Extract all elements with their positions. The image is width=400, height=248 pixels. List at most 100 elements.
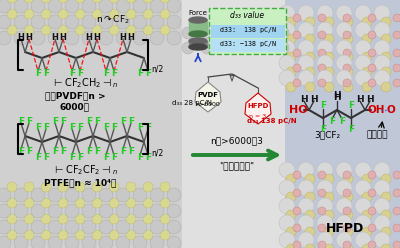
Circle shape [31, 236, 45, 248]
Circle shape [317, 22, 333, 38]
Text: F: F [120, 117, 126, 125]
Text: HO: HO [289, 105, 307, 115]
Circle shape [343, 224, 351, 232]
Circle shape [75, 198, 85, 208]
Circle shape [343, 227, 353, 237]
Text: F: F [348, 125, 354, 134]
Text: F: F [145, 68, 151, 77]
Circle shape [150, 31, 164, 45]
Polygon shape [195, 82, 221, 112]
Circle shape [343, 14, 351, 22]
Circle shape [201, 27, 213, 39]
Circle shape [343, 52, 353, 62]
Circle shape [24, 9, 34, 19]
Circle shape [317, 55, 333, 71]
Circle shape [126, 182, 136, 192]
Circle shape [7, 182, 17, 192]
Circle shape [0, 236, 11, 248]
Circle shape [374, 5, 390, 21]
Circle shape [336, 55, 352, 71]
Circle shape [75, 214, 85, 224]
Circle shape [374, 40, 390, 56]
Circle shape [324, 52, 334, 62]
Circle shape [343, 174, 353, 184]
Circle shape [24, 214, 34, 224]
Bar [189, 20, 207, 34]
Circle shape [58, 0, 68, 3]
Circle shape [116, 31, 130, 45]
Circle shape [393, 189, 400, 197]
Text: F: F [69, 153, 75, 161]
Circle shape [14, 204, 28, 218]
Circle shape [293, 79, 301, 87]
Circle shape [65, 31, 79, 45]
Text: H: H [128, 32, 134, 41]
Circle shape [324, 174, 334, 184]
Circle shape [279, 40, 295, 56]
Circle shape [374, 22, 390, 38]
Circle shape [393, 49, 400, 57]
Circle shape [82, 15, 96, 29]
Circle shape [48, 204, 62, 218]
Text: F: F [103, 123, 109, 131]
Circle shape [317, 198, 333, 214]
FancyArrowPatch shape [193, 151, 277, 159]
Circle shape [305, 17, 315, 27]
Text: F: F [94, 117, 100, 125]
Text: $\vdash$CF$_2$CF$_2$$\dashv_n$: $\vdash$CF$_2$CF$_2$$\dashv_n$ [52, 163, 118, 177]
Circle shape [317, 5, 333, 21]
Circle shape [7, 9, 17, 19]
Circle shape [150, 204, 164, 218]
Circle shape [31, 0, 45, 13]
Circle shape [133, 31, 147, 45]
Circle shape [343, 171, 351, 179]
Circle shape [293, 224, 301, 232]
Circle shape [355, 55, 371, 71]
Circle shape [305, 34, 315, 44]
Circle shape [355, 198, 371, 214]
Circle shape [381, 244, 391, 248]
Circle shape [298, 198, 314, 214]
Circle shape [0, 220, 11, 234]
Circle shape [381, 174, 391, 184]
Text: n = 3: n = 3 [249, 114, 267, 119]
Circle shape [160, 0, 170, 3]
Circle shape [368, 14, 376, 22]
Circle shape [0, 188, 11, 202]
Circle shape [381, 192, 391, 202]
Circle shape [305, 192, 315, 202]
Circle shape [133, 220, 147, 234]
Circle shape [336, 215, 352, 231]
Circle shape [279, 232, 295, 248]
Circle shape [279, 198, 295, 214]
Circle shape [293, 49, 301, 57]
Circle shape [336, 180, 352, 196]
Circle shape [167, 236, 181, 248]
Circle shape [133, 0, 147, 13]
Circle shape [48, 0, 62, 13]
Circle shape [286, 17, 296, 27]
Circle shape [75, 25, 85, 35]
Circle shape [374, 198, 390, 214]
Circle shape [126, 9, 136, 19]
Ellipse shape [189, 44, 207, 50]
Circle shape [305, 67, 315, 77]
Text: F: F [18, 147, 24, 155]
Text: H: H [94, 32, 100, 41]
Circle shape [92, 230, 102, 240]
Circle shape [343, 241, 351, 248]
Circle shape [48, 188, 62, 202]
Circle shape [324, 17, 334, 27]
Circle shape [393, 31, 400, 39]
Text: H: H [120, 32, 126, 41]
Text: d₃₃ value: d₃₃ value [230, 10, 264, 20]
Circle shape [293, 241, 301, 248]
Circle shape [0, 31, 11, 45]
Circle shape [362, 67, 372, 77]
Circle shape [126, 230, 136, 240]
Text: F: F [35, 153, 41, 161]
Circle shape [317, 40, 333, 56]
Circle shape [41, 0, 51, 3]
Circle shape [58, 214, 68, 224]
Text: F: F [339, 118, 345, 126]
